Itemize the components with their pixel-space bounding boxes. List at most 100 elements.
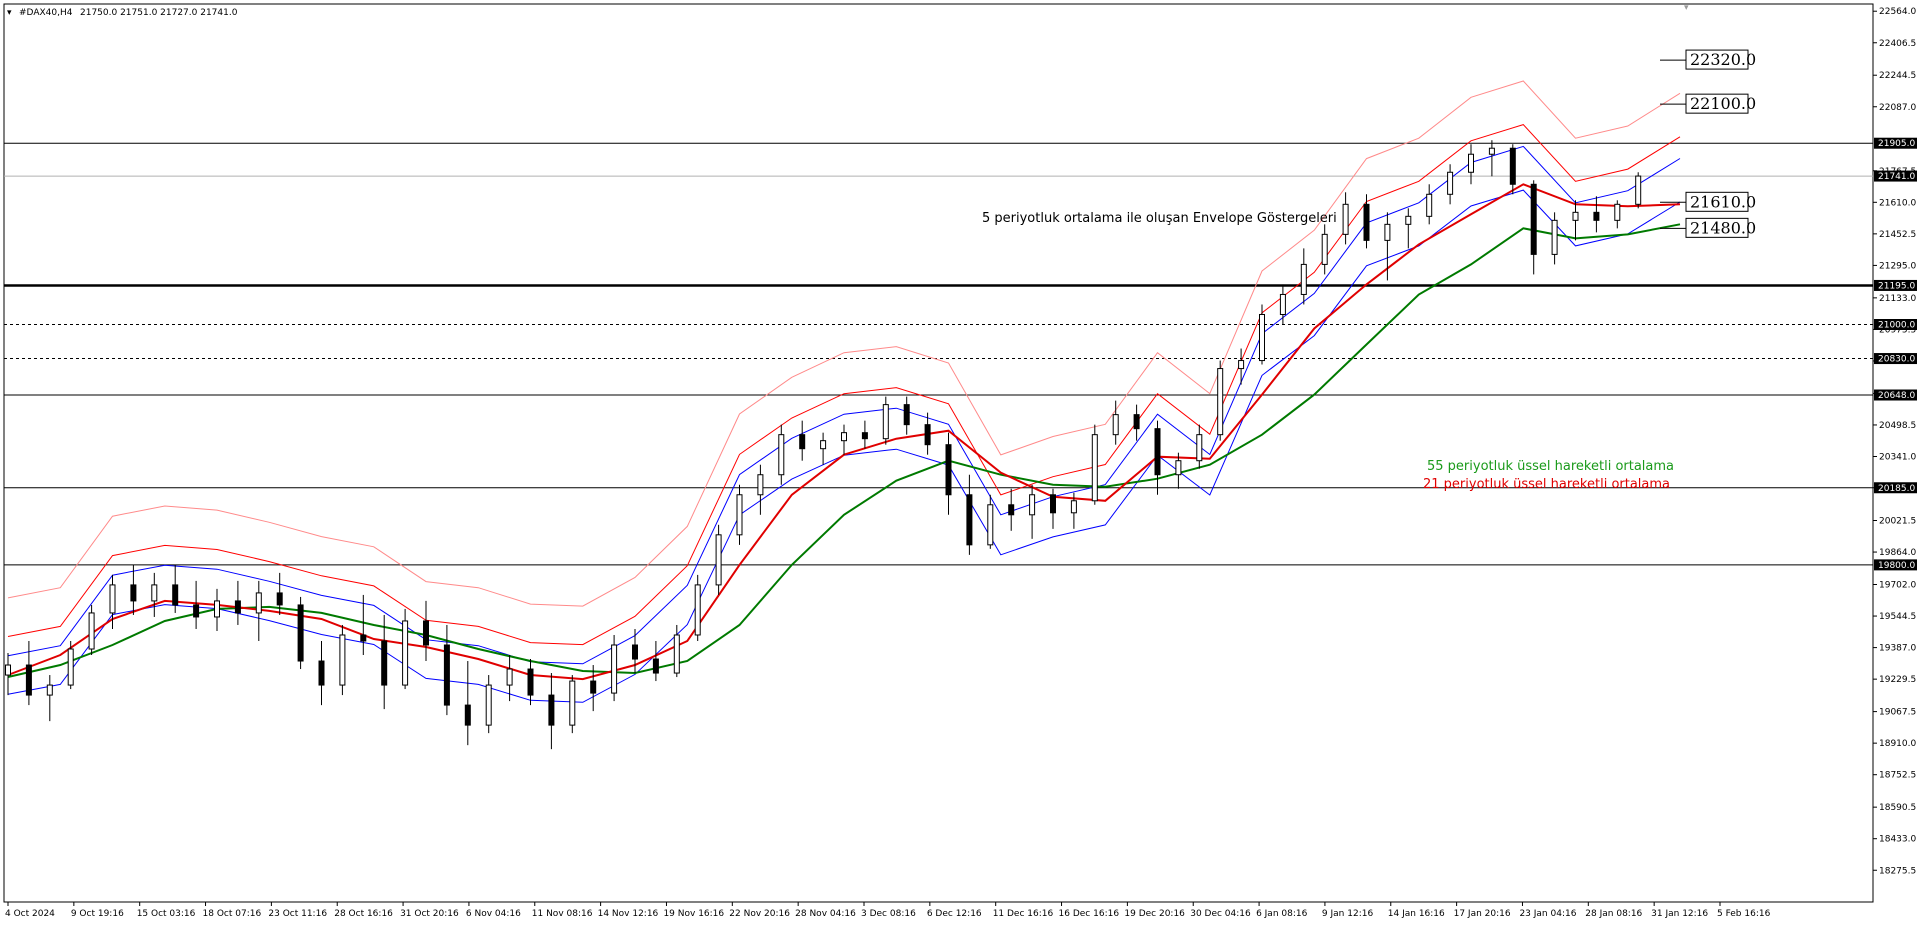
price-box[interactable]	[1685, 93, 1749, 114]
candle-body	[736, 494, 743, 536]
candle	[632, 628, 638, 674]
candle-body	[88, 612, 95, 650]
candle	[506, 655, 513, 702]
candle-body	[297, 604, 304, 662]
candle-body	[903, 404, 910, 426]
candle	[193, 580, 200, 629]
candle	[297, 596, 304, 670]
candle-body	[67, 648, 74, 686]
x-tick-label: 4 Oct 2024	[5, 909, 55, 919]
level-axis-tag	[1874, 389, 1917, 401]
candle-body	[1217, 368, 1224, 436]
candle-body	[1154, 428, 1161, 476]
price-box-label: 22320.0	[1690, 50, 1756, 69]
candle-body	[1447, 171, 1454, 195]
candle-body	[673, 634, 680, 674]
candle-body	[1530, 183, 1537, 255]
y-tick-label: 18433.0	[1879, 835, 1916, 845]
candle	[694, 574, 701, 641]
y-tick-label: 19544.5	[1879, 612, 1916, 622]
candle-body	[172, 584, 179, 606]
candle	[527, 659, 534, 706]
x-tick-label: 11 Nov 08:16	[532, 909, 593, 919]
header-dropdown-icon[interactable]: ▾	[7, 8, 12, 18]
x-tick-label: 17 Jan 20:16	[1454, 909, 1511, 919]
x-tick-label: 9 Jan 12:16	[1322, 909, 1374, 919]
candle	[1175, 452, 1182, 489]
candle-body	[1426, 193, 1433, 217]
candle	[820, 432, 827, 465]
price-box[interactable]	[1685, 191, 1749, 212]
candle-body	[193, 604, 200, 618]
time-axis: 4 Oct 2024 9 Oct 19:16 15 Oct 03:16 18 Oct …	[5, 902, 1771, 919]
annotation-ema21: 21 periyotluk üssel hareketli ortalama	[1423, 477, 1670, 492]
price-boxes: 22320.0 22100.0 21610.0 21480.0	[1660, 49, 1756, 238]
x-tick-label: 19 Nov 16:16	[663, 909, 724, 919]
price-box[interactable]	[1685, 217, 1749, 238]
candle-body	[799, 434, 806, 450]
candle	[924, 412, 931, 455]
candle	[1091, 424, 1098, 505]
candle	[590, 665, 597, 712]
candle-body	[1363, 203, 1370, 241]
candle	[945, 432, 952, 515]
candle-body	[924, 424, 931, 446]
candle-body	[1593, 211, 1600, 221]
candle	[255, 580, 262, 641]
y-tick-label: 18590.5	[1879, 803, 1916, 813]
candle	[1426, 184, 1433, 225]
price-box-label: 21610.0	[1690, 192, 1756, 211]
candle-body	[1112, 414, 1119, 436]
y-tick-label: 21610.0	[1879, 198, 1916, 208]
y-tick-label: 20021.5	[1879, 517, 1916, 527]
candle-body	[527, 668, 534, 696]
price-box[interactable]	[1685, 49, 1749, 70]
level-axis-label: 21000.0	[1878, 320, 1915, 330]
candle-body	[715, 534, 722, 586]
candle-body	[1238, 360, 1245, 370]
candle-body	[569, 680, 576, 726]
candle-body	[402, 620, 409, 686]
candle	[841, 424, 847, 455]
candle-body	[234, 600, 241, 614]
x-tick-label: 3 Dec 08:16	[861, 909, 916, 919]
candle-body	[652, 658, 659, 674]
indicator-series	[7, 80, 1681, 703]
candle	[882, 396, 889, 445]
candle	[1447, 164, 1454, 205]
level-axis-tag	[1874, 137, 1917, 149]
candle-body	[1572, 211, 1579, 221]
x-tick-label: 19 Dec 20:16	[1124, 909, 1185, 919]
x-tick-label: 31 Jan 12:16	[1651, 909, 1708, 919]
horizontal-levels	[4, 142, 1873, 566]
candle-body	[1175, 460, 1182, 476]
candle	[1259, 304, 1265, 365]
level-axis-label: 20648.0	[1878, 391, 1915, 401]
candle	[46, 675, 53, 722]
candle	[25, 640, 32, 706]
candle	[1217, 360, 1224, 441]
candle-body	[1635, 175, 1642, 205]
candle-body	[1468, 153, 1474, 173]
y-tick-label: 18752.5	[1879, 771, 1916, 781]
candle-body	[1279, 293, 1286, 315]
candle	[109, 574, 116, 629]
candle	[234, 580, 241, 625]
x-tick-label: 14 Jan 16:16	[1388, 909, 1445, 919]
y-tick-label: 19387.0	[1879, 644, 1916, 654]
x-tick-label: 28 Jan 08:16	[1585, 909, 1642, 919]
candle-body	[861, 432, 868, 440]
candle-body	[882, 404, 889, 440]
candle-body	[966, 494, 973, 546]
candle-body	[443, 644, 450, 706]
candle-body	[506, 668, 513, 686]
x-tick-label: 30 Dec 04:16	[1190, 909, 1251, 919]
envelope-outer-upper	[7, 80, 1681, 607]
candle	[1154, 420, 1161, 495]
y-tick-label: 20975.5	[1879, 325, 1916, 335]
candle	[1530, 180, 1537, 275]
x-tick-label: 6 Dec 12:16	[927, 909, 982, 919]
level-axis-label: 19800.0	[1878, 561, 1915, 571]
scroll-marker-icon[interactable]: ▾	[1684, 3, 1689, 13]
